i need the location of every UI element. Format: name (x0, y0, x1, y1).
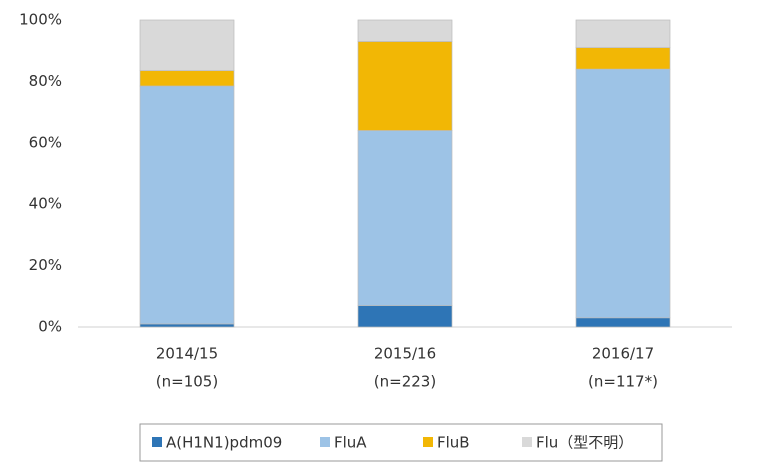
x-tick-label: 2016/17 (592, 345, 654, 363)
x-tick-note: (n=117*) (588, 373, 658, 391)
x-tick-label: 2015/16 (374, 345, 436, 363)
x-tick-note: (n=105) (156, 373, 218, 391)
legend-swatch (320, 437, 330, 447)
bar-segment (575, 68, 671, 319)
bar-segment (575, 317, 671, 328)
y-tick-label: 20% (29, 256, 62, 274)
bar-segment (357, 41, 453, 131)
y-tick-label: 100% (19, 11, 62, 29)
legend-box (139, 423, 663, 462)
bar-segment (139, 70, 235, 87)
legend-label: FluA (334, 434, 367, 452)
bar-segment (575, 19, 671, 48)
y-tick-label: 40% (29, 195, 62, 213)
bar-segment (139, 19, 235, 72)
legend-label: Flu（型不明） (536, 434, 633, 452)
bar-segment (357, 19, 453, 42)
bar-segment (357, 305, 453, 328)
bar-segment (575, 47, 671, 70)
bar-segment (357, 130, 453, 306)
bar-segment (139, 323, 235, 328)
legend-label: A(H1N1)pdm09 (166, 434, 282, 452)
y-tick-label: 80% (29, 72, 62, 90)
legend-swatch (423, 437, 433, 447)
x-tick-note: (n=223) (374, 373, 436, 391)
legend-swatch (152, 437, 162, 447)
legend-swatch (522, 437, 532, 447)
y-tick-label: 0% (38, 318, 62, 336)
legend-label: FluB (437, 434, 470, 452)
bar-segment (139, 85, 235, 325)
y-tick-label: 60% (29, 133, 62, 151)
x-tick-label: 2014/15 (156, 345, 218, 363)
